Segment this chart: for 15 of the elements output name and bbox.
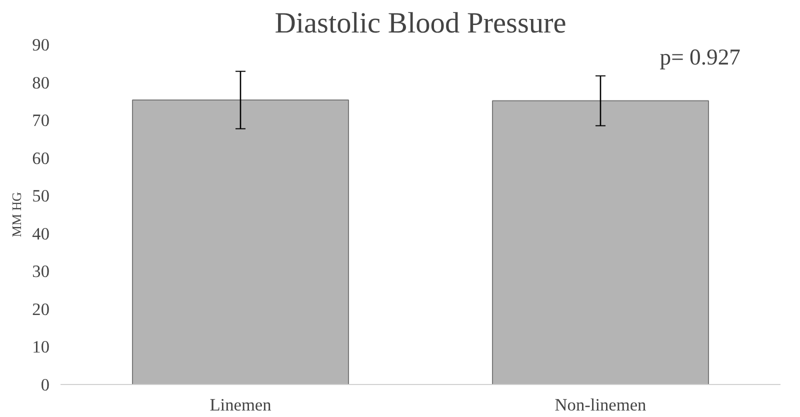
y-tick-label: 10 — [32, 338, 50, 357]
chart-title: Diastolic Blood Pressure — [274, 8, 566, 40]
y-tick-label: 80 — [32, 73, 50, 92]
x-tick-label: Non-linemen — [554, 396, 647, 414]
y-tick-label: 40 — [32, 224, 50, 244]
y-tick-label: 90 — [32, 36, 50, 54]
y-tick-label: 30 — [32, 262, 50, 282]
y-axis-title: MM HG — [9, 192, 24, 238]
y-tick-label: 0 — [40, 376, 50, 394]
y-tick-label: 50 — [32, 186, 50, 206]
annotation: p= 0.927 — [660, 44, 741, 70]
y-tick-label: 70 — [32, 111, 50, 130]
y-tick-label: 20 — [32, 300, 50, 319]
y-tick-label: 60 — [32, 148, 50, 168]
x-tick-label: Linemen — [210, 396, 272, 414]
